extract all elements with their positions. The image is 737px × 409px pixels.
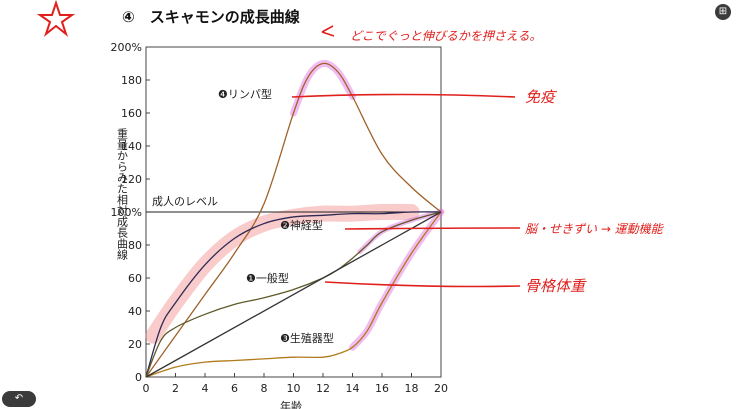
- series-label-general: ❶一般型: [246, 271, 289, 285]
- axis-ticks: 0 2 4 6 8 10 12 14 16 18 20 0 20 40 60 80 100% 120 140 160 1…: [111, 41, 448, 395]
- star-icon: [36, 0, 76, 37]
- x-tick-label: 16: [375, 382, 389, 395]
- series-label-nerve: ❷神経型: [280, 218, 323, 232]
- y-axis-label: 重量からみた相対成長曲線: [116, 127, 129, 260]
- adult-level-label: 成人のレベル: [152, 195, 218, 208]
- x-tick-label: 14: [346, 382, 360, 395]
- y-tick-label: 60: [128, 272, 142, 285]
- series-lines: [145, 62, 442, 378]
- series-line-0: [145, 62, 442, 378]
- y-tick-label: 40: [128, 305, 142, 318]
- y-tick-label: 0: [135, 371, 142, 384]
- general-note: 骨格体重: [525, 277, 587, 295]
- x-tick-label: 10: [287, 382, 301, 395]
- y-tick-label: 180: [121, 74, 142, 87]
- x-tick-label: 18: [405, 382, 419, 395]
- x-tick-label: 12: [316, 382, 330, 395]
- annotation-lines: [291, 93, 521, 288]
- top-note: どこでぐっと伸びるかを押さえる。: [350, 29, 542, 43]
- x-tick-label: 8: [261, 382, 268, 395]
- y-tick-label: 100%: [111, 206, 142, 219]
- y-tick-label: 140: [121, 140, 142, 153]
- series-line-4: [145, 211, 442, 378]
- reproductive-highlight: [349, 208, 445, 351]
- y-tick-label: 80: [128, 239, 142, 252]
- y-tick-label: 120: [121, 173, 142, 186]
- y-tick-label: 20: [128, 338, 142, 351]
- series-label-lymph: ❹リンパ型: [218, 87, 272, 101]
- series-label-reproductive: ❸生殖器型: [280, 331, 334, 345]
- y-tick-label: 200%: [111, 41, 142, 54]
- x-tick-label: 0: [143, 382, 150, 395]
- x-axis-label: 年齢: [280, 399, 302, 409]
- series-line-1: [145, 211, 442, 378]
- x-tick-label: 2: [172, 382, 179, 395]
- series-line-2: [145, 211, 442, 378]
- y-tick-label: 160: [121, 107, 142, 120]
- x-tick-label: 4: [202, 382, 209, 395]
- x-tick-label: 6: [231, 382, 238, 395]
- toolbar-icon[interactable]: ⊞: [715, 4, 731, 20]
- undo-button[interactable]: ↶: [2, 391, 36, 407]
- series-line-3: [145, 211, 442, 378]
- x-tick-label: 20: [434, 382, 448, 395]
- nerve-note: 脳・せきずい → 運動機能: [525, 222, 665, 236]
- lymph-note: 免疫: [525, 88, 558, 106]
- chart-title: ④ スキャモンの成長曲線: [122, 8, 300, 26]
